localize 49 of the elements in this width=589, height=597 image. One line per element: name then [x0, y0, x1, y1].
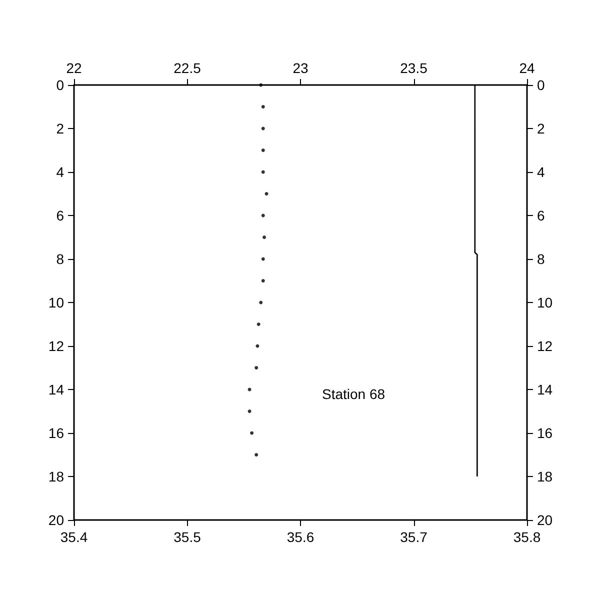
y2-tick-label: 0	[537, 77, 545, 93]
y-tick-label: 2	[56, 120, 64, 136]
point	[256, 322, 260, 326]
y-tick-label: 20	[48, 512, 64, 528]
point	[261, 148, 265, 152]
y2-tick-label: 6	[537, 208, 545, 224]
y2-tick-label: 20	[537, 512, 553, 528]
point	[261, 126, 265, 130]
y-tick-label: 10	[48, 294, 64, 310]
x-tick-label: 35.8	[513, 529, 541, 545]
point	[261, 257, 265, 261]
x-tick-label: 35.5	[174, 529, 202, 545]
y2-tick-label: 8	[537, 251, 545, 267]
x-tick-label: 35.4	[60, 529, 88, 545]
point	[254, 453, 258, 456]
x2-tick-label: 23.5	[400, 60, 428, 76]
y2-tick-label: 12	[537, 338, 553, 354]
y-tick-label: 14	[48, 382, 64, 398]
point	[261, 170, 265, 174]
x-tick-label: 35.6	[286, 529, 314, 545]
y-tick-label: 18	[48, 468, 64, 484]
y-tick-label: 0	[56, 77, 64, 93]
x-tick-label: 35.7	[400, 529, 428, 545]
point	[261, 105, 265, 108]
x2-tick-label: 22	[66, 60, 82, 76]
y-tick-label: 4	[56, 164, 64, 180]
point	[261, 279, 265, 282]
point	[261, 214, 265, 218]
y2-tick-label: 4	[537, 164, 545, 180]
y-tick-label: 8	[56, 251, 64, 267]
y-tick-label: 6	[56, 208, 64, 224]
point	[250, 431, 254, 435]
point	[259, 83, 263, 87]
x2-tick-label: 24	[519, 60, 535, 76]
y-tick-label: 12	[48, 338, 64, 354]
x2-tick-label: 22.5	[174, 60, 202, 76]
y2-tick-label: 16	[537, 425, 553, 441]
x2-tick-label: 23	[292, 60, 308, 76]
y2-tick-label: 2	[537, 120, 545, 136]
y2-tick-label: 14	[537, 382, 553, 398]
y-tick-label: 16	[48, 425, 64, 441]
point	[248, 410, 252, 413]
y2-tick-label: 10	[537, 294, 553, 310]
point	[262, 236, 266, 239]
point	[264, 192, 268, 196]
point	[259, 300, 263, 304]
annotation: Station 68	[322, 386, 386, 402]
y2-tick-label: 18	[537, 468, 553, 484]
point	[254, 366, 258, 370]
